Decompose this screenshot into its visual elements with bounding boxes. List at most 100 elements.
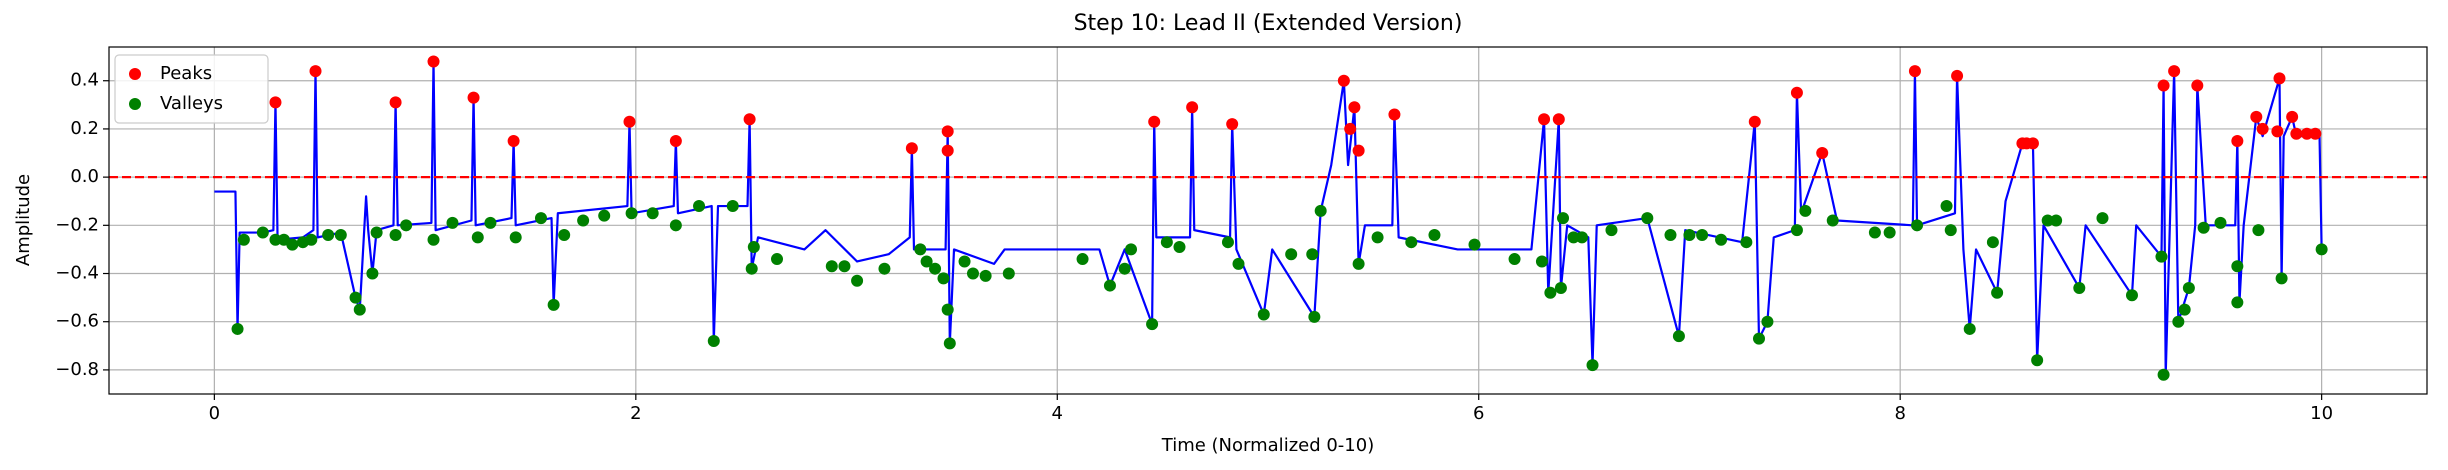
scatter-point (693, 200, 706, 213)
scatter-point (2050, 214, 2063, 227)
scatter-point (1940, 200, 1953, 213)
scatter-point (2309, 127, 2322, 140)
scatter-point (484, 216, 497, 229)
scatter-point (353, 303, 366, 316)
scatter-point (2290, 127, 2303, 140)
scatter-point (1605, 224, 1618, 237)
scatter-point (1664, 228, 1677, 241)
x-axis-label: Time (Normalized 0-10) (1161, 435, 1374, 456)
scatter-point (349, 291, 362, 304)
scatter-point (509, 231, 522, 244)
scatter-point (1186, 101, 1199, 114)
scatter-point (1554, 281, 1567, 294)
scatter-point (941, 144, 954, 157)
scatter-point (707, 334, 720, 347)
x-tick-label: 10 (2310, 403, 2333, 424)
scatter-point (389, 228, 402, 241)
scatter-point (1348, 101, 1361, 114)
scatter-point (547, 298, 560, 311)
scatter-point (1388, 108, 1401, 121)
scatter-point (1428, 228, 1441, 241)
scatter-point (2191, 79, 2204, 92)
scatter-point (726, 200, 739, 213)
scatter-point (1683, 228, 1696, 241)
scatter-point (646, 207, 659, 220)
scatter-point (1826, 214, 1839, 227)
scatter-point (2157, 368, 2170, 381)
scatter-point (427, 233, 440, 246)
y-tick-label: −0.6 (55, 311, 99, 332)
scatter-point (1552, 113, 1565, 126)
scatter-point (929, 262, 942, 275)
y-axis-label: Amplitude (13, 174, 34, 266)
scatter-point (1567, 231, 1580, 244)
scatter-point (467, 91, 480, 104)
scatter-point (1337, 74, 1350, 87)
x-tick-label: 8 (1894, 403, 1905, 424)
scatter-point (1257, 308, 1270, 321)
x-tick-label: 0 (209, 403, 220, 424)
scatter-point (1672, 330, 1685, 343)
scatter-point (2286, 110, 2299, 123)
scatter-point (1586, 359, 1599, 372)
legend-label: Peaks (160, 63, 212, 84)
scatter-point (1226, 118, 1239, 131)
scatter-point (1221, 236, 1234, 249)
scatter-point (400, 219, 413, 232)
scatter-point (598, 209, 611, 222)
scatter-point (937, 272, 950, 285)
scatter-point (1352, 257, 1365, 270)
scatter-point (1103, 279, 1116, 292)
scatter-point (309, 65, 322, 78)
scatter-point (979, 269, 992, 282)
scatter-point (1799, 204, 1812, 217)
scatter-point (558, 228, 571, 241)
scatter-point (2197, 221, 2210, 234)
scatter-point (1575, 231, 1588, 244)
scatter-point (2172, 315, 2185, 328)
scatter-point (2157, 79, 2170, 92)
legend-label: Valleys (160, 93, 223, 114)
scatter-point (941, 303, 954, 316)
scatter-point (771, 253, 784, 266)
scatter-point (534, 212, 547, 225)
y-tick-label: 0.2 (70, 118, 99, 139)
x-tick-label: 6 (1473, 403, 1484, 424)
legend-marker (129, 68, 141, 80)
scatter-point (1002, 267, 1015, 280)
scatter-point (1146, 318, 1159, 331)
scatter-point (1790, 86, 1803, 99)
scatter-point (2026, 137, 2039, 150)
scatter-point (1148, 115, 1161, 128)
scatter-point (838, 260, 851, 273)
scatter-point (2252, 224, 2265, 237)
scatter-point (1641, 212, 1654, 225)
scatter-point (1308, 310, 1321, 323)
scatter-point (623, 115, 636, 128)
scatter-point (1557, 212, 1570, 225)
scatter-point (577, 214, 590, 227)
scatter-point (322, 228, 335, 241)
scatter-point (2155, 250, 2168, 263)
scatter-point (1986, 236, 1999, 249)
y-tick-label: 0.0 (70, 166, 99, 187)
scatter-point (1371, 231, 1384, 244)
scatter-point (269, 233, 282, 246)
scatter-point (2250, 110, 2263, 123)
scatter-point (286, 238, 299, 251)
scatter-point (747, 241, 760, 254)
axes-frame (108, 46, 2428, 395)
scatter-point (256, 226, 269, 239)
scatter-point (1761, 315, 1774, 328)
scatter-point (1790, 224, 1803, 237)
legend-marker (129, 98, 141, 110)
scatter-point (2231, 296, 2244, 309)
scatter-point (743, 113, 756, 126)
scatter-point (1160, 236, 1173, 249)
scatter-point (1405, 236, 1418, 249)
scatter-point (2096, 212, 2109, 225)
scatter-point (1352, 144, 1365, 157)
scatter-point (1468, 238, 1481, 251)
scatter-point (2168, 65, 2181, 78)
